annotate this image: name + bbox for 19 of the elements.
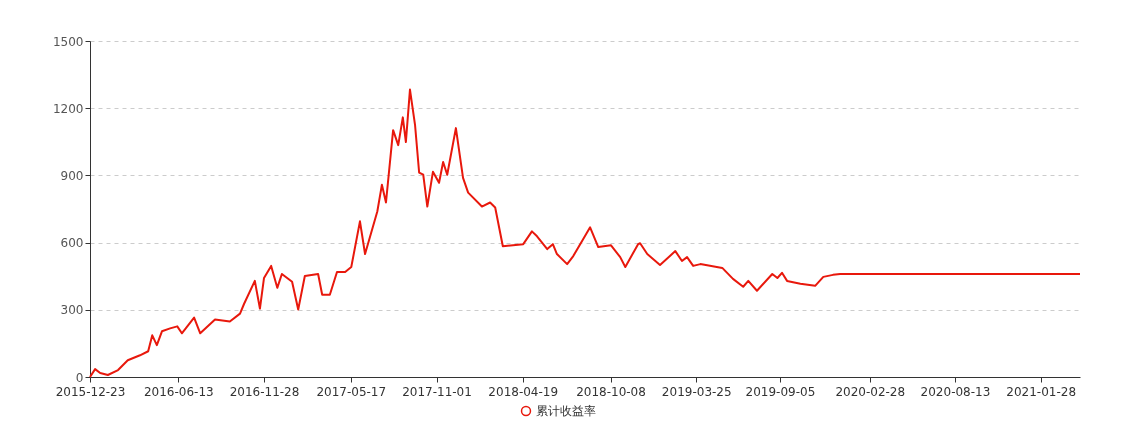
x-tick-label: 2020-08-13 [920,384,991,399]
y-tick-label: 900 [60,168,84,183]
x-tick-label: 2016-06-13 [143,384,214,399]
y-tick-label: 1200 [52,101,84,116]
x-tick-label: 2019-09-05 [745,384,816,399]
x-tick-label: 2018-10-08 [576,384,646,399]
x-tick-label: 2019-03-25 [661,384,732,399]
y-tick-label: 600 [60,236,84,251]
x-tick-label: 2018-04-19 [488,384,559,399]
x-tick-label: 2015-12-23 [55,384,126,399]
x-tick-label: 2016-11-28 [229,384,300,399]
x-tick-label: 2017-11-01 [402,384,472,399]
x-tick-label: 2021-01-28 [1006,384,1077,399]
y-tick-label: 300 [60,303,84,318]
x-tick-label: 2020-02-28 [835,384,906,399]
x-tick-label: 2017-05-17 [316,384,387,399]
legend-label: 累计收益率 [536,404,596,418]
y-tick-label: 0 [75,370,84,385]
y-tick-label: 1500 [52,34,84,49]
